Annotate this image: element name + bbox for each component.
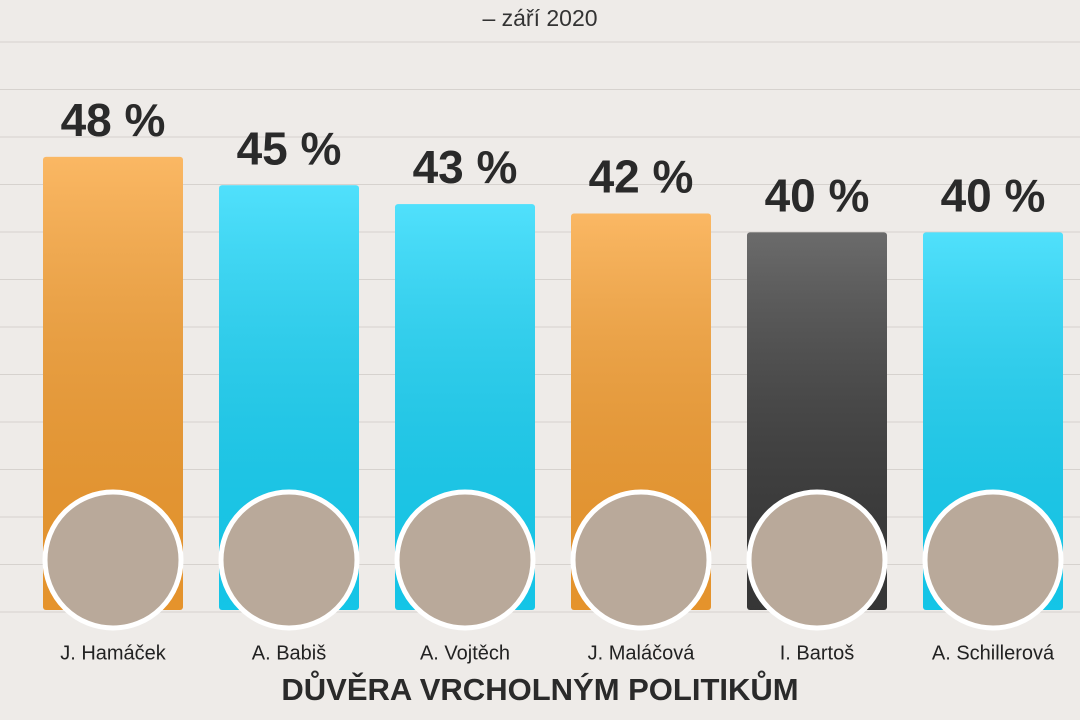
x-tick-label: I. Bartoš	[780, 642, 854, 664]
portrait	[218, 489, 360, 631]
portrait	[394, 489, 536, 631]
value-label: 40 %	[765, 170, 870, 222]
bar-shine	[43, 156, 183, 610]
x-tick-label: J. Hamáček	[60, 642, 167, 664]
x-tick-label: J. Maláčová	[588, 642, 696, 664]
value-label: 42 %	[589, 151, 694, 203]
x-tick-label: A. Vojtěch	[420, 642, 510, 664]
value-label: 48 %	[61, 94, 166, 146]
portrait	[922, 489, 1064, 631]
x-tick-label: A. Schillerová	[932, 642, 1055, 664]
portrait	[570, 489, 712, 631]
value-label: 40 %	[941, 170, 1046, 222]
chart-subtitle: – září 2020	[482, 5, 597, 31]
portrait	[746, 489, 888, 631]
chart-title: DŮVĚRA VRCHOLNÝM POLITIKŮM	[281, 669, 798, 707]
value-label: 45 %	[237, 122, 342, 174]
value-label: 43 %	[413, 141, 518, 193]
x-tick-label: A. Babiš	[252, 642, 326, 664]
portrait	[42, 489, 184, 631]
